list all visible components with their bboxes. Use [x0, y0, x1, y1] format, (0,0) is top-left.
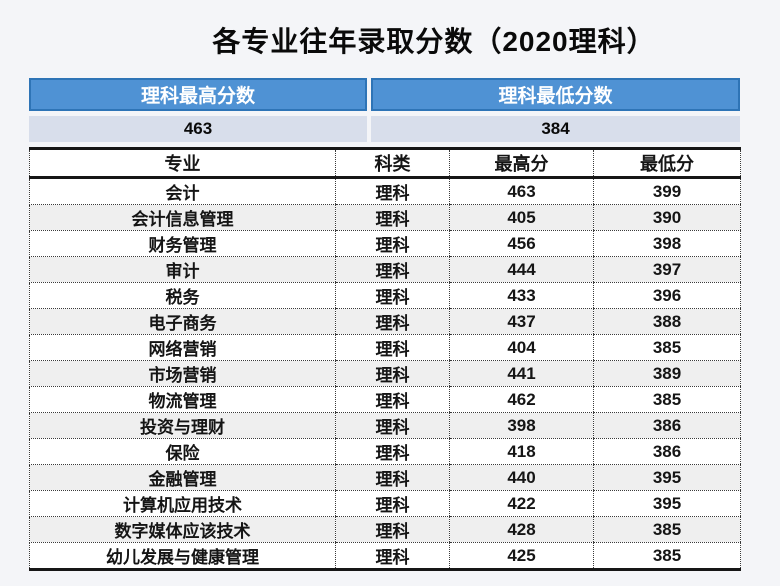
table-header-row: 专业 科类 最高分 最低分: [29, 147, 741, 179]
page-title: 各专业往年录取分数（2020理科）: [212, 26, 656, 57]
category-cell: 理科: [335, 230, 450, 257]
summary-value-row: 463 384: [29, 116, 740, 142]
major-cell: 投资与理财: [29, 412, 336, 439]
major-cell: 金融管理: [29, 464, 336, 491]
category-cell: 理科: [335, 282, 450, 309]
min-score-cell: 398: [593, 230, 741, 257]
major-cell: 电子商务: [29, 308, 336, 335]
max-score-cell: 433: [449, 282, 594, 309]
category-cell: 理科: [335, 204, 450, 231]
major-cell: 市场营销: [29, 360, 336, 387]
major-cell: 网络营销: [29, 334, 336, 361]
major-cell: 税务: [29, 282, 336, 309]
scores-table: 专业 科类 最高分 最低分 会计 理科 463 399 会计信息管理 理科 405 390 财务…: [29, 147, 741, 571]
max-score-cell: 462: [449, 386, 594, 413]
table-row: 会计 理科 463 399: [29, 177, 741, 205]
category-cell: 理科: [335, 177, 450, 205]
min-score-cell: 385: [593, 542, 741, 571]
max-score-cell: 428: [449, 516, 594, 543]
table-row: 财务管理 理科 456 398: [29, 230, 741, 257]
major-cell: 审计: [29, 256, 336, 283]
table-row: 税务 理科 433 396: [29, 282, 741, 309]
min-score-cell: 385: [593, 334, 741, 361]
max-score-cell: 418: [449, 438, 594, 465]
column-header-min-score: 最低分: [593, 147, 741, 179]
major-cell: 计算机应用技术: [29, 490, 336, 517]
major-cell: 物流管理: [29, 386, 336, 413]
major-cell: 会计: [29, 177, 336, 205]
max-score-cell: 405: [449, 204, 594, 231]
min-score-cell: 397: [593, 256, 741, 283]
max-score-cell: 425: [449, 542, 594, 571]
category-cell: 理科: [335, 412, 450, 439]
major-cell: 会计信息管理: [29, 204, 336, 231]
table-row: 保险 理科 418 386: [29, 438, 741, 465]
summary-max-label: 理科最高分数: [29, 78, 367, 111]
table-row: 市场营销 理科 441 389: [29, 360, 741, 387]
max-score-cell: 440: [449, 464, 594, 491]
table-body: 会计 理科 463 399 会计信息管理 理科 405 390 财务管理 理科 456 398 审计 理科…: [29, 177, 741, 571]
min-score-cell: 396: [593, 282, 741, 309]
table-row: 电子商务 理科 437 388: [29, 308, 741, 335]
min-score-cell: 385: [593, 516, 741, 543]
min-score-cell: 385: [593, 386, 741, 413]
category-cell: 理科: [335, 490, 450, 517]
max-score-cell: 422: [449, 490, 594, 517]
column-header-max-score: 最高分: [449, 147, 594, 179]
major-cell: 数字媒体应该技术: [29, 516, 336, 543]
min-score-cell: 388: [593, 308, 741, 335]
table-row: 数字媒体应该技术 理科 428 385: [29, 516, 741, 543]
table-row: 网络营销 理科 404 385: [29, 334, 741, 361]
category-cell: 理科: [335, 308, 450, 335]
table-row: 金融管理 理科 440 395: [29, 464, 741, 491]
summary-min-label: 理科最低分数: [371, 78, 740, 111]
min-score-cell: 389: [593, 360, 741, 387]
table-row: 幼儿发展与健康管理 理科 425 385: [29, 542, 741, 571]
category-cell: 理科: [335, 542, 450, 571]
max-score-cell: 444: [449, 256, 594, 283]
max-score-cell: 398: [449, 412, 594, 439]
summary-label-row: 理科最高分数 理科最低分数: [29, 78, 740, 111]
min-score-cell: 390: [593, 204, 741, 231]
column-header-major: 专业: [29, 147, 336, 179]
category-cell: 理科: [335, 360, 450, 387]
table-header: 专业 科类 最高分 最低分: [29, 147, 741, 179]
major-cell: 财务管理: [29, 230, 336, 257]
min-score-cell: 386: [593, 412, 741, 439]
summary-max-value: 463: [29, 116, 367, 142]
min-score-cell: 395: [593, 490, 741, 517]
column-header-category: 科类: [335, 147, 450, 179]
table-row: 会计信息管理 理科 405 390: [29, 204, 741, 231]
category-cell: 理科: [335, 256, 450, 283]
major-cell: 幼儿发展与健康管理: [29, 542, 336, 571]
category-cell: 理科: [335, 516, 450, 543]
min-score-cell: 386: [593, 438, 741, 465]
scores-table-container: 专业 科类 最高分 最低分 会计 理科 463 399 会计信息管理 理科 405 390 财务…: [29, 147, 741, 571]
max-score-cell: 441: [449, 360, 594, 387]
table-row: 计算机应用技术 理科 422 395: [29, 490, 741, 517]
max-score-cell: 437: [449, 308, 594, 335]
max-score-cell: 463: [449, 177, 594, 205]
table-row: 投资与理财 理科 398 386: [29, 412, 741, 439]
category-cell: 理科: [335, 334, 450, 361]
category-cell: 理科: [335, 464, 450, 491]
table-row: 审计 理科 444 397: [29, 256, 741, 283]
table-row: 物流管理 理科 462 385: [29, 386, 741, 413]
max-score-cell: 456: [449, 230, 594, 257]
major-cell: 保险: [29, 438, 336, 465]
min-score-cell: 399: [593, 177, 741, 205]
min-score-cell: 395: [593, 464, 741, 491]
category-cell: 理科: [335, 438, 450, 465]
summary-min-value: 384: [371, 116, 740, 142]
max-score-cell: 404: [449, 334, 594, 361]
category-cell: 理科: [335, 386, 450, 413]
